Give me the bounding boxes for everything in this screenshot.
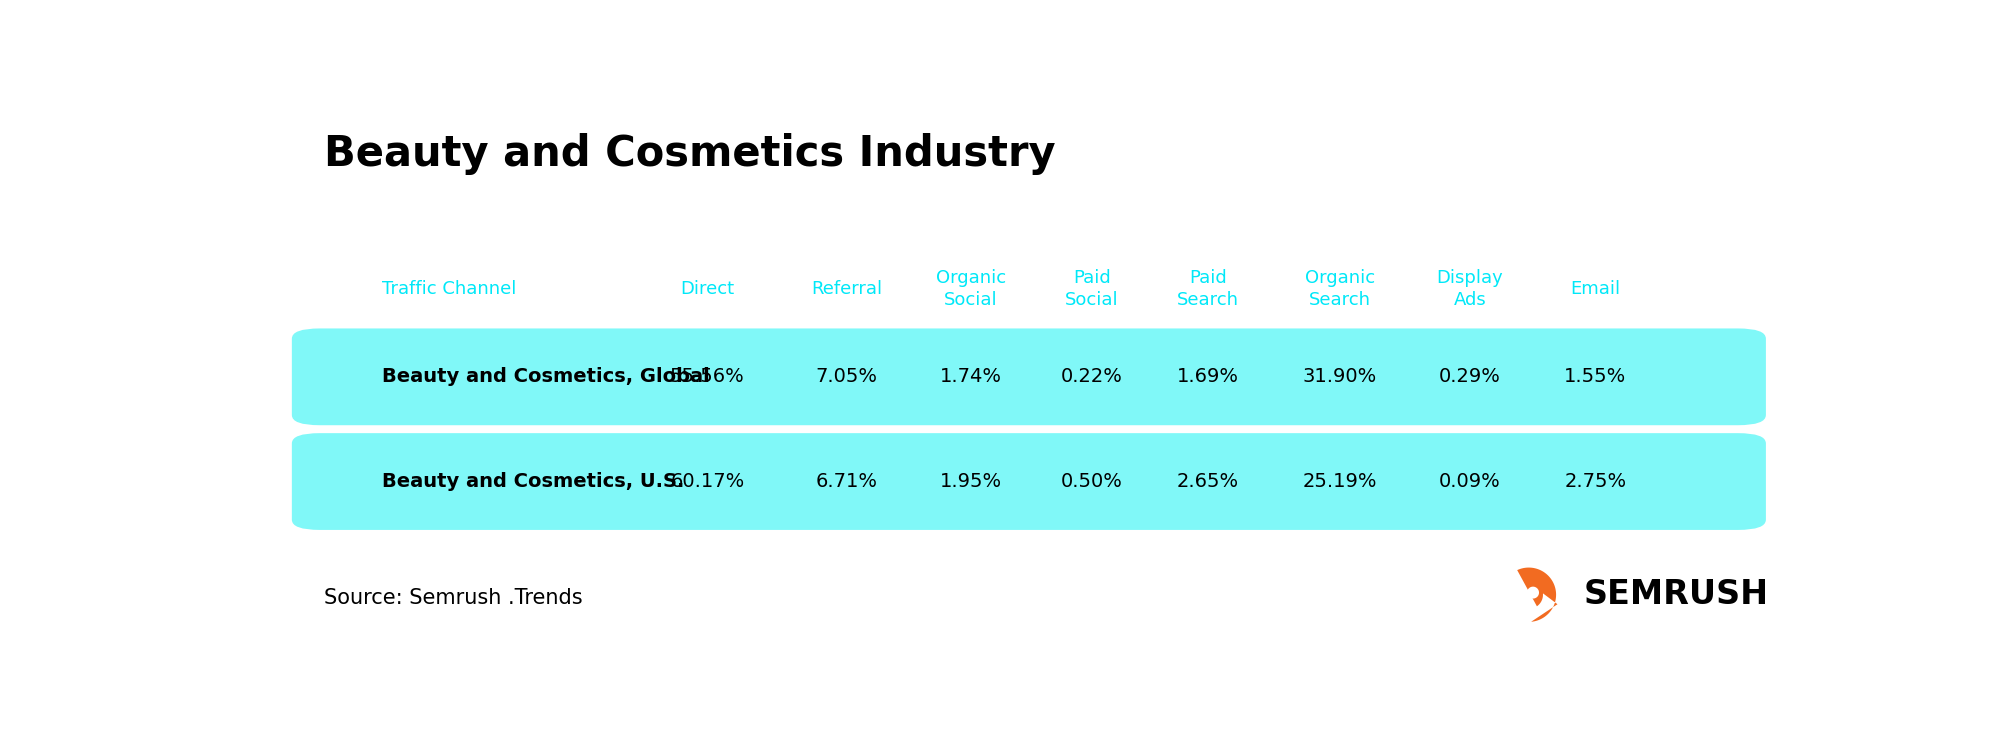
Text: Traffic Channel: Traffic Channel: [382, 280, 516, 298]
FancyBboxPatch shape: [292, 329, 1766, 426]
Text: 60.17%: 60.17%: [670, 472, 744, 491]
Text: 6.71%: 6.71%: [816, 472, 878, 491]
Text: 1.55%: 1.55%: [1564, 368, 1626, 387]
Text: Display
Ads: Display Ads: [1436, 269, 1504, 309]
Text: Organic
Search: Organic Search: [1304, 269, 1374, 309]
Text: 7.05%: 7.05%: [816, 368, 878, 387]
Text: Email: Email: [1570, 280, 1620, 298]
Text: 0.22%: 0.22%: [1060, 368, 1122, 387]
Text: Paid
Search: Paid Search: [1176, 269, 1238, 309]
Text: 1.69%: 1.69%: [1176, 368, 1238, 387]
Polygon shape: [1518, 567, 1558, 622]
Text: 0.50%: 0.50%: [1060, 472, 1122, 491]
Text: Paid
Social: Paid Social: [1064, 269, 1118, 309]
Text: Organic
Social: Organic Social: [936, 269, 1006, 309]
Text: SEMRUSH: SEMRUSH: [1584, 578, 1770, 612]
Text: Direct: Direct: [680, 280, 734, 298]
Text: 2.65%: 2.65%: [1176, 472, 1238, 491]
Text: 2.75%: 2.75%: [1564, 472, 1626, 491]
Text: 1.95%: 1.95%: [940, 472, 1002, 491]
Text: 31.90%: 31.90%: [1302, 368, 1376, 387]
Text: 0.29%: 0.29%: [1438, 368, 1500, 387]
Text: 55.56%: 55.56%: [670, 368, 744, 387]
FancyBboxPatch shape: [292, 433, 1766, 530]
Text: Referral: Referral: [812, 280, 882, 298]
Text: Beauty and Cosmetics, U.S.: Beauty and Cosmetics, U.S.: [382, 472, 684, 491]
Polygon shape: [1528, 587, 1540, 598]
Text: Source: Semrush .Trends: Source: Semrush .Trends: [324, 587, 584, 608]
Text: Beauty and Cosmetics Industry: Beauty and Cosmetics Industry: [324, 134, 1056, 176]
Text: Beauty and Cosmetics, Global: Beauty and Cosmetics, Global: [382, 368, 710, 387]
Text: 1.74%: 1.74%: [940, 368, 1002, 387]
Text: 0.09%: 0.09%: [1438, 472, 1500, 491]
Text: 25.19%: 25.19%: [1302, 472, 1376, 491]
